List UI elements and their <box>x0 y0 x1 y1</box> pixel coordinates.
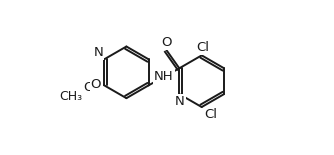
Text: O: O <box>91 79 102 92</box>
Text: N: N <box>94 46 103 59</box>
Text: O: O <box>161 36 171 49</box>
Text: CH₃: CH₃ <box>59 90 82 103</box>
Text: Cl: Cl <box>196 41 209 54</box>
Text: N: N <box>175 95 185 108</box>
Text: Cl: Cl <box>205 108 218 122</box>
Text: NH: NH <box>154 70 174 83</box>
Text: O: O <box>83 81 93 94</box>
Text: O: O <box>91 78 101 91</box>
